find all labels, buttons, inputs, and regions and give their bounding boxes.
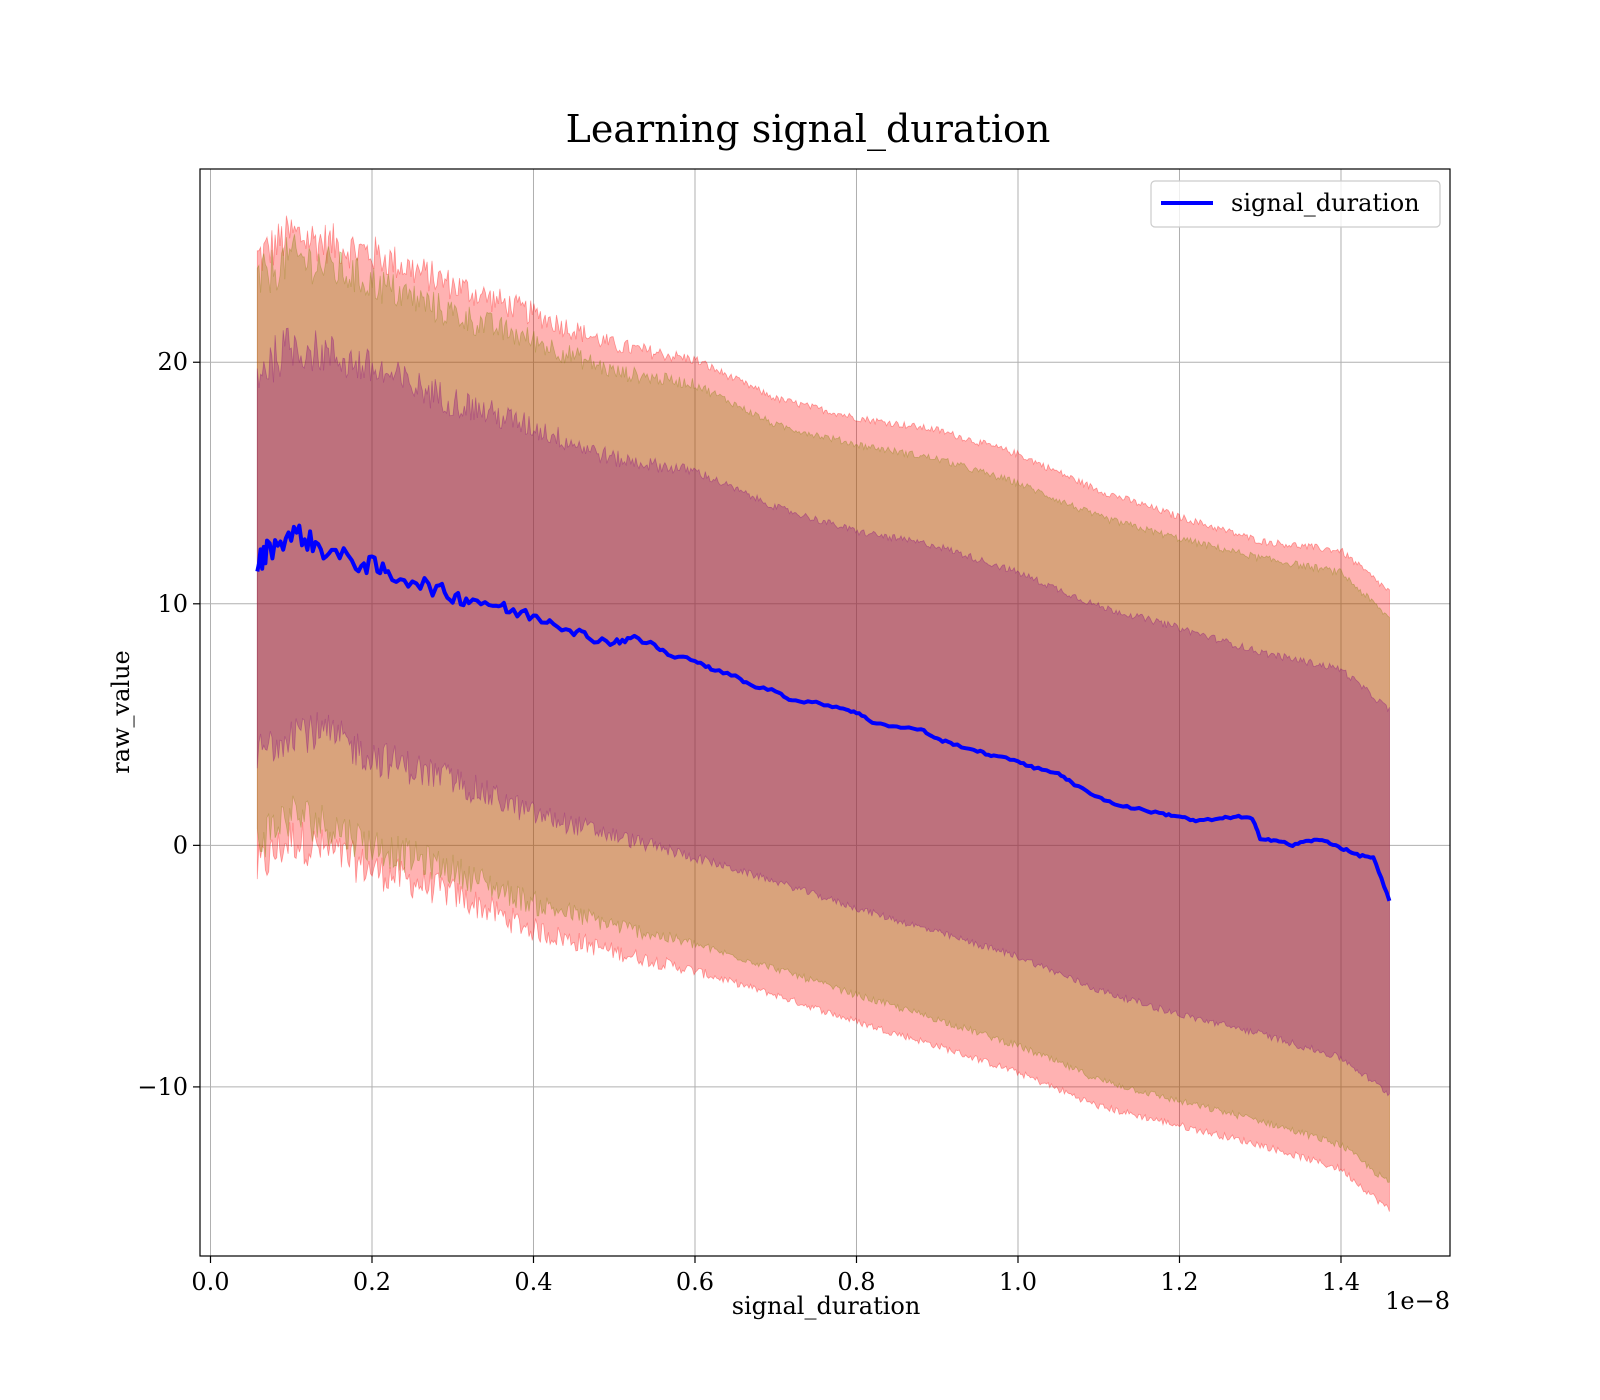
x-tick-label: 0.2 bbox=[353, 1268, 391, 1296]
x-offset-label: 1e−8 bbox=[1385, 1287, 1450, 1315]
confidence-bands bbox=[256, 215, 1390, 1212]
grid bbox=[200, 169, 1450, 1256]
y-axis-label: raw_value bbox=[107, 650, 135, 774]
x-axis-label: signal_duration bbox=[732, 1292, 921, 1320]
band-outer bbox=[256, 215, 1390, 1212]
y-tick-label: 20 bbox=[157, 348, 188, 376]
legend-label: signal_duration bbox=[1231, 189, 1420, 217]
legend: signal_duration bbox=[1150, 180, 1441, 228]
x-tick-label: 0.4 bbox=[514, 1268, 552, 1296]
x-tick-label: 0.6 bbox=[676, 1268, 714, 1296]
ticks: 0.0 0.2 0.4 0.6 0.8 1.0 1.2 1.4 −10 0 10 20 bbox=[137, 348, 1360, 1296]
y-tick-label: 0 bbox=[173, 831, 188, 859]
x-tick-label: 1.4 bbox=[1322, 1268, 1360, 1296]
plot-frame bbox=[199, 168, 1451, 1257]
series-line bbox=[255, 523, 1392, 902]
series-lines bbox=[255, 523, 1392, 902]
y-tick-label: 10 bbox=[157, 590, 188, 618]
band-inner bbox=[256, 327, 1390, 1097]
legend-box bbox=[1150, 180, 1441, 228]
x-tick-label: 0.0 bbox=[191, 1268, 229, 1296]
x-tick-label: 1.2 bbox=[1160, 1268, 1198, 1296]
y-tick-label: −10 bbox=[137, 1073, 188, 1101]
x-tick-label: 1.0 bbox=[999, 1268, 1037, 1296]
plot-area bbox=[200, 169, 1450, 1256]
chart-title: Learning signal_duration bbox=[566, 107, 1051, 152]
band-middle bbox=[256, 234, 1390, 1183]
x-tick-label: 0.8 bbox=[837, 1268, 875, 1296]
